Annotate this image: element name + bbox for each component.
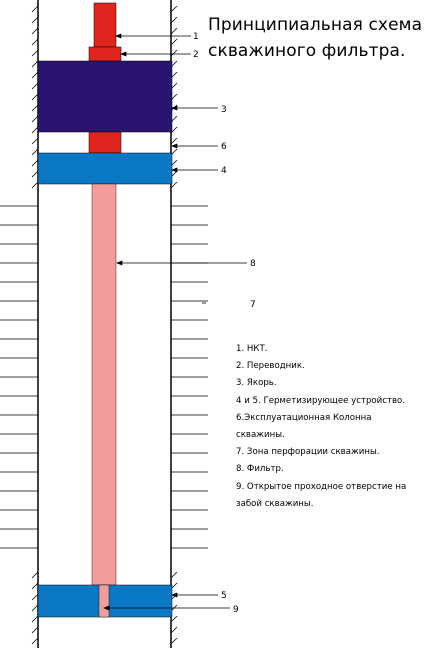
label-5: 5 <box>221 591 227 601</box>
hatch-mark <box>31 637 39 645</box>
crossover-sub <box>88 46 122 62</box>
hatch-mark <box>31 16 39 24</box>
label-2: 2 <box>193 50 199 60</box>
tubing-mid <box>88 131 122 154</box>
legend-item: 6.Эксплуатационная Колоннa <box>236 412 372 423</box>
hatch-mark <box>31 93 39 101</box>
label-1: 1 <box>193 32 199 42</box>
legend-item: скважины. <box>236 430 285 441</box>
hatch-mark <box>170 16 178 24</box>
hatch-mark <box>31 604 39 612</box>
hatch-mark <box>31 49 39 57</box>
legend-item: 8. Фильтр. <box>236 464 284 475</box>
hatch-mark <box>170 49 178 57</box>
hatch-mark <box>170 626 178 634</box>
hatch-mark <box>170 27 178 35</box>
arrowhead-2 <box>120 51 127 57</box>
arrowhead-8 <box>116 260 123 266</box>
hatch-mark <box>31 126 39 134</box>
hatch-mark <box>31 5 39 13</box>
hatch-mark <box>170 5 178 13</box>
perforation-lines-right <box>171 205 208 549</box>
perforation-lines-left <box>0 205 38 549</box>
tubing-nkt <box>93 2 117 48</box>
hatch-mark <box>31 181 39 189</box>
arrowhead-9 <box>103 605 110 611</box>
arrowhead-6 <box>171 143 178 149</box>
hatch-mark <box>31 137 39 145</box>
hatch-mark <box>31 38 39 46</box>
legend-item: 9. Открытое проходное отверстие на <box>236 481 407 492</box>
label-9: 9 <box>233 605 239 615</box>
legend-item: 3. Якорь. <box>236 378 277 389</box>
hatch-mark <box>31 148 39 156</box>
label-4: 4 <box>221 166 227 176</box>
legend-item: 2. Переводник. <box>236 361 305 372</box>
legend-item: 4 и 5. Герметизирующее устройство. <box>236 395 406 406</box>
hatch-mark <box>31 60 39 68</box>
hatch-mark <box>31 82 39 90</box>
title-line-1: Принципиальная схема <box>208 15 423 35</box>
legend-item: 1. НКТ. <box>236 344 268 354</box>
anchor-block <box>37 60 173 133</box>
legend-item: забой скважины. <box>236 498 314 509</box>
hatch-mark <box>31 71 39 79</box>
open-passage <box>98 584 110 618</box>
hatch-mark <box>31 593 39 601</box>
legend-list: 1. НКТ. 2. Переводник. 3. Якорь. 4 и 5. … <box>236 341 444 513</box>
upper-packer <box>37 152 173 185</box>
label-6: 6 <box>221 142 227 152</box>
diagram-title: Принципиальная схема скважиного фильтра. <box>208 12 444 64</box>
hatch-mark <box>31 582 39 590</box>
hatch-mark <box>31 159 39 167</box>
hatch-mark <box>31 115 39 123</box>
hatch-mark <box>170 38 178 46</box>
label-8: 8 <box>250 259 256 269</box>
hatch-mark <box>170 137 178 145</box>
arrowhead-1 <box>115 33 122 39</box>
filter-pipe <box>91 183 117 586</box>
hatch-mark <box>31 571 39 579</box>
title-line-2: скважиного фильтра. <box>208 41 406 61</box>
label-7: 7 <box>250 300 256 310</box>
hatch-mark <box>170 571 178 579</box>
arrowhead-4 <box>171 167 178 173</box>
hatch-mark <box>31 104 39 112</box>
hatch-mark <box>31 170 39 178</box>
hatch-mark <box>31 27 39 35</box>
hatch-mark <box>170 637 178 645</box>
hatch-mark <box>31 626 39 634</box>
hatch-mark <box>170 181 178 189</box>
casing-hatching <box>31 5 178 645</box>
label-3: 3 <box>221 105 227 115</box>
legend-item: 7. Зона перфорации скважины. <box>236 447 380 458</box>
hatch-mark <box>170 615 178 623</box>
arrowhead-3 <box>171 105 178 111</box>
arrowhead-5 <box>171 592 178 598</box>
hatch-mark <box>31 615 39 623</box>
